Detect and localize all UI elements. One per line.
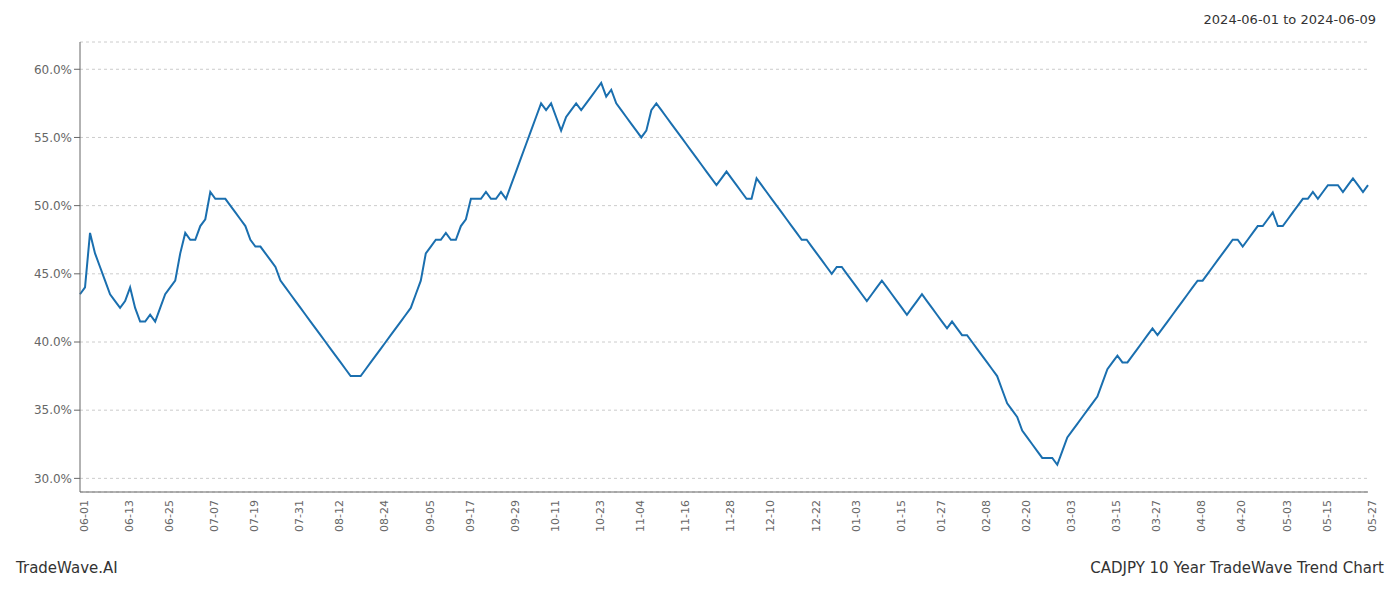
svg-text:06-25: 06-25: [163, 500, 176, 532]
svg-text:07-31: 07-31: [293, 500, 306, 532]
svg-text:09-29: 09-29: [509, 500, 522, 532]
svg-text:08-24: 08-24: [379, 500, 392, 532]
html-text:TradeWave.AI: TradeWave.AI: [16, 559, 118, 577]
svg-text:11-28: 11-28: [724, 500, 737, 532]
svg-text:07-19: 07-19: [248, 500, 261, 532]
svg-text:05-15: 05-15: [1321, 500, 1334, 532]
svg-text:04-20: 04-20: [1236, 500, 1249, 532]
svg-text:50.0%: 50.0%: [34, 199, 72, 213]
svg-text:30.0%: 30.0%: [34, 472, 72, 486]
svg-text:06-13: 06-13: [123, 500, 136, 532]
svg-text:12-22: 12-22: [810, 500, 823, 532]
svg-text:04-08: 04-08: [1195, 500, 1208, 532]
svg-text:07-07: 07-07: [208, 500, 221, 532]
svg-text:03-15: 03-15: [1110, 500, 1123, 532]
svg-text:35.0%: 35.0%: [34, 403, 72, 417]
svg-text:06-01: 06-01: [78, 500, 91, 532]
svg-text:05-27: 05-27: [1366, 500, 1379, 532]
svg-text:01-27: 01-27: [935, 500, 948, 532]
svg-text:09-05: 09-05: [424, 500, 437, 532]
svg-text:40.0%: 40.0%: [34, 335, 72, 349]
svg-text:02-20: 02-20: [1020, 500, 1033, 532]
svg-text:01-03: 01-03: [850, 500, 863, 532]
svg-text:02-08: 02-08: [980, 500, 993, 532]
svg-text:55.0%: 55.0%: [34, 131, 72, 145]
svg-text:45.0%: 45.0%: [34, 267, 72, 281]
svg-text:01-15: 01-15: [895, 500, 908, 532]
svg-text:60.0%: 60.0%: [34, 63, 72, 77]
html-text:CADJPY 10 Year TradeWave Trend: CADJPY 10 Year TradeWave Trend Chart: [1090, 559, 1384, 577]
svg-text:09-17: 09-17: [464, 500, 477, 532]
svg-text:10-23: 10-23: [594, 500, 607, 532]
html-text:2024-06-01 to 2024-06-09: 2024-06-01 to 2024-06-09: [1203, 12, 1376, 27]
svg-text:08-12: 08-12: [333, 500, 346, 532]
svg-text:11-16: 11-16: [679, 500, 692, 532]
svg-text:11-04: 11-04: [634, 500, 647, 532]
svg-text:12-10: 12-10: [764, 500, 777, 532]
svg-text:05-03: 05-03: [1281, 500, 1294, 532]
svg-text:10-11: 10-11: [549, 500, 562, 532]
svg-text:03-27: 03-27: [1150, 500, 1163, 532]
svg-text:03-03: 03-03: [1065, 500, 1078, 532]
